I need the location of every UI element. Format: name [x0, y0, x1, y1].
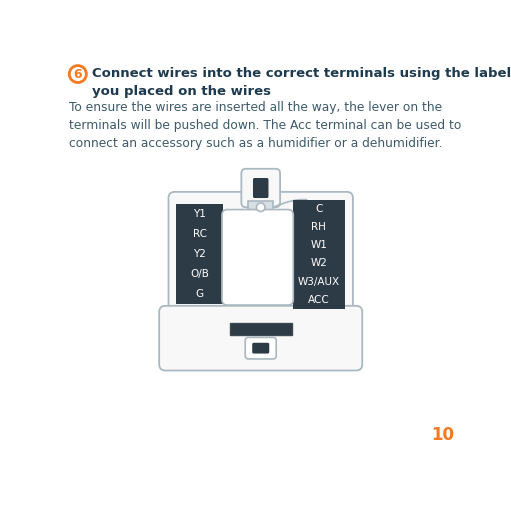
FancyBboxPatch shape — [253, 178, 268, 198]
Bar — [292, 200, 345, 309]
FancyBboxPatch shape — [159, 306, 362, 370]
FancyBboxPatch shape — [252, 343, 269, 354]
Text: W1: W1 — [310, 240, 327, 250]
FancyBboxPatch shape — [241, 169, 280, 207]
Text: RC: RC — [193, 229, 206, 239]
FancyBboxPatch shape — [245, 337, 276, 359]
Text: RH: RH — [311, 222, 327, 232]
FancyBboxPatch shape — [169, 192, 353, 320]
Bar — [176, 204, 223, 304]
Text: C: C — [315, 204, 322, 214]
Bar — [230, 323, 292, 335]
Text: Connect wires into the correct terminals using the labels
you placed on the wire: Connect wires into the correct terminals… — [92, 67, 511, 98]
Text: To ensure the wires are inserted all the way, the lever on the
terminals will be: To ensure the wires are inserted all the… — [69, 101, 461, 150]
Text: ACC: ACC — [308, 295, 330, 305]
Text: 6: 6 — [74, 68, 82, 81]
Text: 10: 10 — [431, 426, 454, 444]
Text: W3/AUX: W3/AUX — [298, 276, 340, 287]
Text: Y1: Y1 — [193, 209, 206, 219]
Text: G: G — [195, 289, 203, 299]
Circle shape — [69, 66, 86, 82]
Bar — [248, 201, 273, 213]
FancyBboxPatch shape — [222, 210, 293, 305]
Text: O/B: O/B — [190, 269, 209, 279]
Text: Y2: Y2 — [193, 249, 206, 259]
Circle shape — [257, 203, 265, 211]
Text: W2: W2 — [310, 259, 327, 268]
